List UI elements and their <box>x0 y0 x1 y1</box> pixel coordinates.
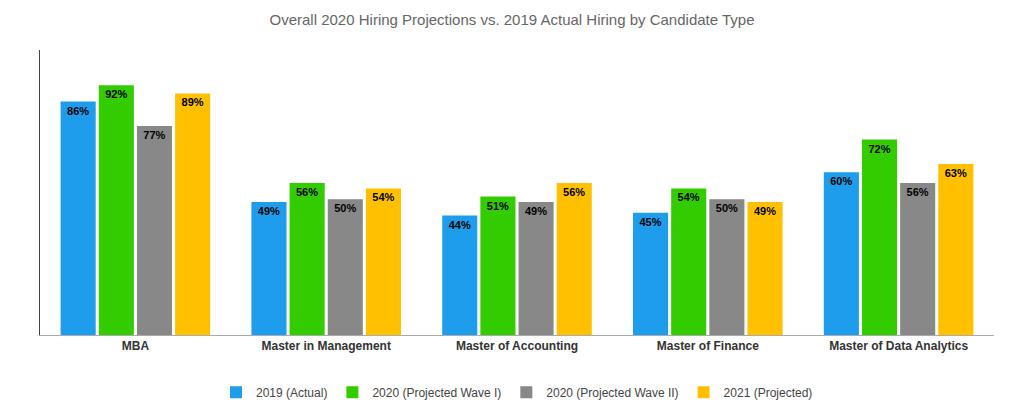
svg-text:44%: 44% <box>449 219 471 231</box>
svg-text:56%: 56% <box>296 186 318 198</box>
svg-text:Master of Finance: Master of Finance <box>657 339 759 353</box>
svg-text:54%: 54% <box>372 191 394 203</box>
svg-text:86%: 86% <box>67 105 89 117</box>
svg-text:56%: 56% <box>563 186 585 198</box>
svg-text:49%: 49% <box>754 205 776 217</box>
svg-text:2021 (Projected): 2021 (Projected) <box>724 386 813 400</box>
svg-text:77%: 77% <box>143 129 165 141</box>
svg-text:60%: 60% <box>830 175 852 187</box>
svg-text:56%: 56% <box>907 186 929 198</box>
svg-text:45%: 45% <box>639 216 661 228</box>
svg-text:49%: 49% <box>258 205 280 217</box>
svg-text:50%: 50% <box>716 202 738 214</box>
svg-text:51%: 51% <box>487 200 509 212</box>
svg-text:Master of Accounting: Master of Accounting <box>456 339 578 353</box>
svg-text:63%: 63% <box>945 167 967 179</box>
svg-text:54%: 54% <box>678 191 700 203</box>
svg-text:92%: 92% <box>105 88 127 100</box>
svg-text:2020 (Projected Wave I): 2020 (Projected Wave I) <box>372 386 501 400</box>
svg-text:MBA: MBA <box>122 339 150 353</box>
svg-text:2020 (Projected Wave II): 2020 (Projected Wave II) <box>546 386 678 400</box>
svg-text:89%: 89% <box>182 96 204 108</box>
svg-text:50%: 50% <box>334 202 356 214</box>
svg-text:2019 (Actual): 2019 (Actual) <box>256 386 327 400</box>
svg-text:Overall 2020 Hiring Projection: Overall 2020 Hiring Projections vs. 2019… <box>270 11 755 28</box>
svg-text:49%: 49% <box>525 205 547 217</box>
svg-text:72%: 72% <box>868 143 890 155</box>
svg-text:Master in Management: Master in Management <box>262 339 391 353</box>
svg-text:Master of Data Analytics: Master of Data Analytics <box>829 339 968 353</box>
